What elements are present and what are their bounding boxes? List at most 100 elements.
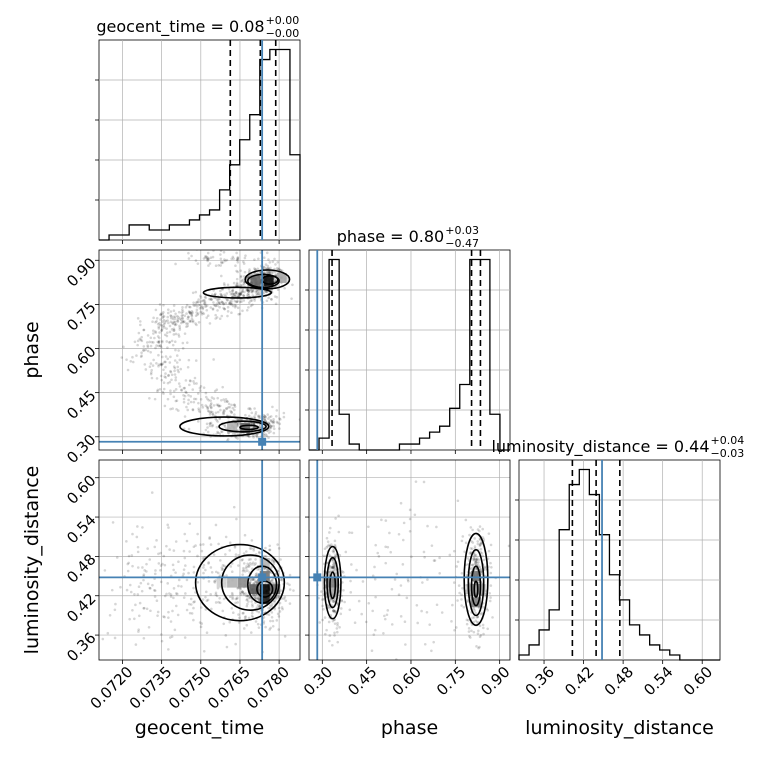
sample-point <box>228 300 232 303</box>
sample-point <box>200 299 204 303</box>
sample-point <box>206 409 210 413</box>
sample-point <box>253 415 256 419</box>
sample-point <box>274 302 278 306</box>
sample-point <box>224 259 227 263</box>
sample-point <box>146 582 150 586</box>
sample-point <box>225 298 229 302</box>
contour-line <box>194 543 286 622</box>
sample-point <box>490 566 493 569</box>
sample-point <box>230 292 234 295</box>
sample-point <box>241 569 245 573</box>
sample-point <box>237 293 241 296</box>
sample-point <box>282 411 286 415</box>
sample-point <box>333 539 337 543</box>
sample-point <box>149 336 153 340</box>
sample-point <box>214 264 218 267</box>
sample-point <box>265 434 269 437</box>
sample-point <box>204 608 208 611</box>
x-tick-label: 0.0735 <box>126 663 176 713</box>
sample-point <box>264 581 268 585</box>
sample-point <box>235 300 239 304</box>
sample-point <box>273 270 277 274</box>
sample-point <box>173 323 177 327</box>
panel-inner <box>309 460 510 660</box>
sample-point <box>435 525 438 529</box>
sample-point <box>479 612 482 616</box>
sample-point <box>330 543 333 546</box>
sample-point <box>139 355 143 359</box>
sample-point <box>220 260 223 264</box>
sample-point <box>233 403 236 407</box>
sample-point <box>349 591 353 594</box>
sample-point <box>268 544 272 548</box>
sample-point <box>272 581 275 585</box>
sample-point <box>217 301 221 305</box>
sample-point <box>277 594 280 598</box>
sample-point <box>249 631 253 634</box>
sample-point <box>337 530 341 534</box>
sample-point <box>257 610 261 614</box>
sample-point <box>380 518 383 522</box>
sample-point <box>199 306 203 309</box>
sample-point <box>279 578 283 581</box>
sample-point <box>469 526 473 529</box>
sample-point <box>208 537 211 540</box>
sample-point <box>327 605 331 608</box>
x-tick-label: 0.45 <box>344 663 380 699</box>
sample-point <box>231 593 234 597</box>
sample-point <box>246 293 249 296</box>
density-cell <box>270 584 281 595</box>
sample-point <box>223 307 226 311</box>
sample-point <box>143 363 147 366</box>
sample-point <box>201 543 205 546</box>
sample-point <box>243 615 247 619</box>
sample-point <box>162 387 166 391</box>
sample-point <box>198 307 202 310</box>
sample-point <box>129 359 133 363</box>
sample-point <box>253 563 256 567</box>
sample-point <box>161 325 164 328</box>
sample-point <box>153 336 156 340</box>
2d-panel-geocent_time-luminosity_distance <box>95 459 301 664</box>
sample-point <box>219 292 222 296</box>
sample-point <box>235 258 239 262</box>
sample-point <box>155 361 158 365</box>
sample-point <box>146 547 149 550</box>
density-cell <box>470 597 482 608</box>
sample-point <box>162 381 166 384</box>
sample-point <box>187 257 191 260</box>
sample-point <box>282 597 286 600</box>
sample-point <box>170 328 174 331</box>
sample-point <box>229 302 232 305</box>
sample-point <box>192 400 196 404</box>
sample-point <box>169 314 173 318</box>
sample-point <box>255 292 258 295</box>
contour-line <box>244 269 291 290</box>
sample-point <box>186 317 190 320</box>
sample-point <box>457 584 461 587</box>
sample-point <box>142 349 146 352</box>
sample-point <box>234 291 238 294</box>
sample-point <box>236 257 240 261</box>
sample-point <box>247 293 251 297</box>
sample-point <box>166 319 169 322</box>
sample-point <box>373 577 377 581</box>
sample-point <box>181 310 185 313</box>
sample-point <box>177 382 181 385</box>
sample-point <box>205 257 209 261</box>
sample-point <box>236 299 239 303</box>
sample-point <box>174 399 178 403</box>
sample-point <box>241 590 244 593</box>
sample-point <box>203 295 207 299</box>
sample-point <box>349 579 352 583</box>
sample-point <box>254 410 258 414</box>
sample-point <box>280 578 284 582</box>
sample-point <box>209 406 213 410</box>
sample-point <box>185 303 189 307</box>
sample-point <box>202 312 206 315</box>
sample-point <box>169 593 173 596</box>
sample-point <box>193 397 196 401</box>
sample-point <box>246 565 250 568</box>
sample-point <box>479 568 482 572</box>
sample-point <box>153 589 157 592</box>
